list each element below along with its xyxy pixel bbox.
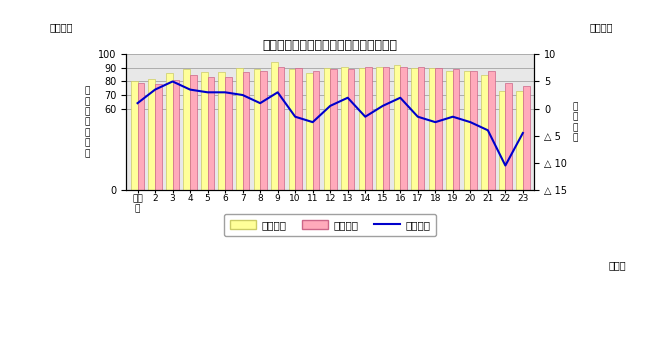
- Bar: [155, 84, 162, 190]
- Bar: [166, 73, 172, 190]
- Bar: [243, 72, 249, 190]
- Bar: [429, 68, 436, 190]
- Bar: [278, 67, 284, 190]
- Text: 社
会
動
態: 社 会 動 態: [572, 102, 577, 142]
- Bar: [330, 69, 337, 190]
- Bar: [481, 75, 488, 190]
- Bar: [516, 91, 523, 190]
- Bar: [225, 78, 232, 190]
- Bar: [376, 67, 383, 190]
- Bar: [208, 78, 214, 190]
- Bar: [523, 86, 530, 190]
- Bar: [149, 79, 155, 190]
- Legend: 転入者数, 転出者数, 社会動態: 転入者数, 転出者数, 社会動態: [224, 214, 436, 236]
- Bar: [219, 72, 225, 190]
- Bar: [260, 71, 267, 190]
- Bar: [184, 69, 190, 190]
- Bar: [347, 69, 355, 190]
- Bar: [253, 69, 260, 190]
- Bar: [453, 69, 459, 190]
- Bar: [411, 68, 418, 190]
- Bar: [324, 68, 330, 190]
- Bar: [201, 72, 208, 190]
- Bar: [383, 67, 389, 190]
- Bar: [313, 71, 320, 190]
- Bar: [295, 68, 302, 190]
- Bar: [488, 71, 495, 190]
- Bar: [365, 67, 372, 190]
- Text: （年）: （年）: [609, 260, 627, 270]
- Bar: [190, 75, 197, 190]
- Text: 転
入
・
転
出
者
数: 転 入 ・ 転 出 者 数: [85, 86, 90, 158]
- Bar: [131, 82, 137, 190]
- Bar: [288, 69, 295, 190]
- Bar: [470, 71, 477, 190]
- Bar: [271, 63, 278, 190]
- Bar: [418, 67, 424, 190]
- Bar: [400, 67, 407, 190]
- Title: 転入者数、転出者数及び社会動態の推移: 転入者数、転出者数及び社会動態の推移: [263, 39, 398, 52]
- Bar: [436, 68, 442, 190]
- Bar: [172, 80, 179, 190]
- Bar: [446, 71, 453, 190]
- Bar: [463, 71, 470, 190]
- Bar: [341, 67, 347, 190]
- Bar: [359, 68, 365, 190]
- Text: （千人）: （千人）: [590, 22, 613, 32]
- Text: （千人）: （千人）: [50, 22, 73, 32]
- Bar: [505, 83, 512, 190]
- Bar: [394, 65, 400, 190]
- Bar: [306, 73, 313, 190]
- Bar: [137, 83, 145, 190]
- Bar: [236, 68, 243, 190]
- Bar: [499, 91, 505, 190]
